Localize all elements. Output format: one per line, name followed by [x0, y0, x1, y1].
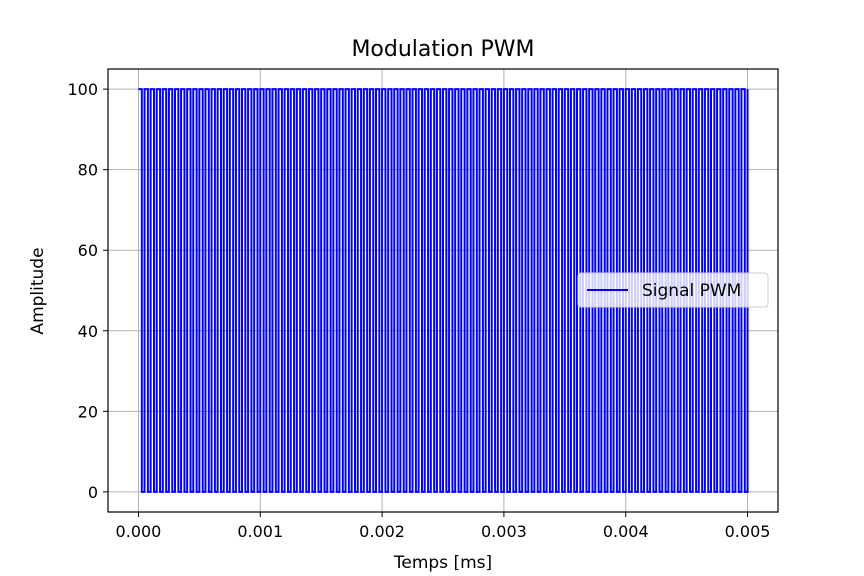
x-tick-label: 0.001: [237, 522, 283, 541]
y-tick-label: 80: [78, 161, 98, 180]
y-tick-label: 40: [78, 322, 98, 341]
x-tick-label: 0.005: [725, 522, 771, 541]
x-tick-label: 0.003: [481, 522, 527, 541]
x-tick-label: 0.000: [116, 522, 162, 541]
y-axis-label: Amplitude: [28, 247, 48, 334]
plot-area: [138, 88, 749, 493]
legend: Signal PWM: [577, 272, 769, 308]
y-tick-label: 100: [67, 80, 98, 99]
y-tick-label: 20: [78, 402, 98, 421]
y-tick-label: 60: [78, 241, 98, 260]
legend-label-signal-pwm: Signal PWM: [642, 281, 741, 301]
legend-box: [577, 272, 769, 308]
x-tick-label: 0.004: [603, 522, 649, 541]
y-axis-ticks: 0 20 40 60 80 100: [67, 80, 108, 502]
series-line-signal-pwm: [138, 88, 749, 493]
x-axis-label: Temps [ms]: [393, 553, 492, 573]
y-tick-label: 0: [88, 483, 98, 502]
axes-frame: [107, 68, 779, 513]
x-tick-label: 0.002: [359, 522, 405, 541]
chart-title: Modulation PWM: [351, 37, 534, 62]
x-axis-ticks: 0.000 0.001 0.002 0.003 0.004 0.005: [116, 512, 771, 541]
